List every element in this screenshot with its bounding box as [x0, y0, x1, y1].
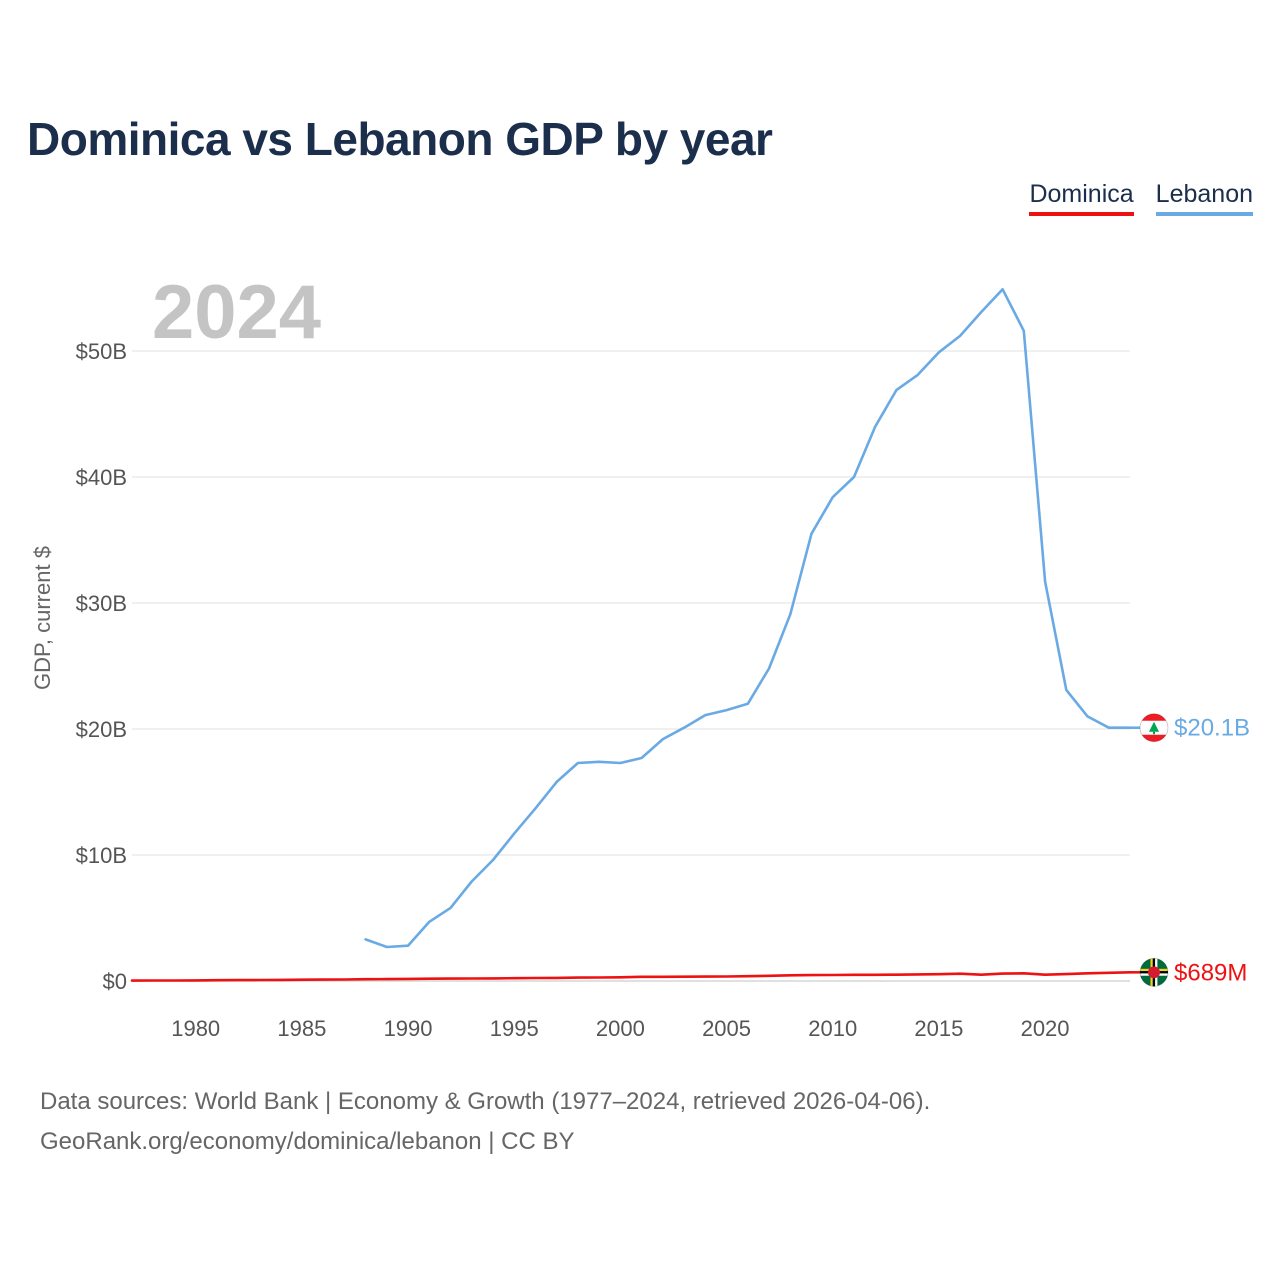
source-note: Data sources: World Bank | Economy & Gro…: [40, 1082, 930, 1162]
source-line-2[interactable]: GeoRank.org/economy/dominica/lebanon | C…: [40, 1128, 575, 1155]
series-lines: [130, 287, 1132, 982]
dominica-flag-icon: [1139, 957, 1169, 987]
x-tick-label: 2005: [702, 1016, 751, 1041]
y-tick-label: $40B: [76, 465, 127, 490]
series-line-dominica: [130, 970, 1132, 982]
x-tick-label: 1990: [384, 1016, 433, 1041]
source-line-1: Data sources: World Bank | Economy & Gro…: [40, 1088, 931, 1115]
x-tick-label: 1995: [490, 1016, 539, 1041]
lebanon-flag-icon: [1139, 713, 1169, 743]
end-value-label-lebanon: $20.1B: [1174, 715, 1250, 742]
y-tick-label: $30B: [76, 591, 127, 616]
gdp-line-chart: 2024 $0 $10B $20B $30B $40B $50B 1980 1985 1990…: [30, 270, 1250, 1041]
y-tick-label: $20B: [76, 717, 127, 742]
y-axis-ticks: $0 $10B $20B $30B $40B $50B: [76, 339, 127, 994]
x-axis-ticks: 1980 1985 1990 1995 2000 2005 2010 2015 2020: [171, 1016, 1069, 1041]
x-tick-label: 2020: [1021, 1016, 1070, 1041]
legend-item-lebanon[interactable]: Lebanon: [1155, 180, 1253, 216]
x-tick-label: 2010: [808, 1016, 857, 1041]
end-value-label-dominica: $689M: [1174, 959, 1247, 986]
grid-lines: [132, 350, 1130, 982]
y-tick-label: $10B: [76, 843, 127, 868]
x-tick-label: 2015: [914, 1016, 963, 1041]
chart-title: Dominica vs Lebanon GDP by year: [27, 113, 773, 165]
y-axis-title: GDP, current $: [30, 546, 55, 690]
year-watermark: 2024: [152, 270, 321, 355]
x-tick-label: 2000: [596, 1016, 645, 1041]
legend: Dominica Lebanon: [1029, 180, 1253, 216]
series-line-lebanon: [364, 287, 1132, 949]
end-markers: $689M $20.1B: [1130, 713, 1250, 987]
x-tick-label: 1980: [171, 1016, 220, 1041]
legend-item-dominica[interactable]: Dominica: [1029, 180, 1134, 216]
y-tick-label: $0: [103, 969, 127, 994]
y-tick-label: $50B: [76, 339, 127, 364]
x-tick-label: 1985: [277, 1016, 326, 1041]
